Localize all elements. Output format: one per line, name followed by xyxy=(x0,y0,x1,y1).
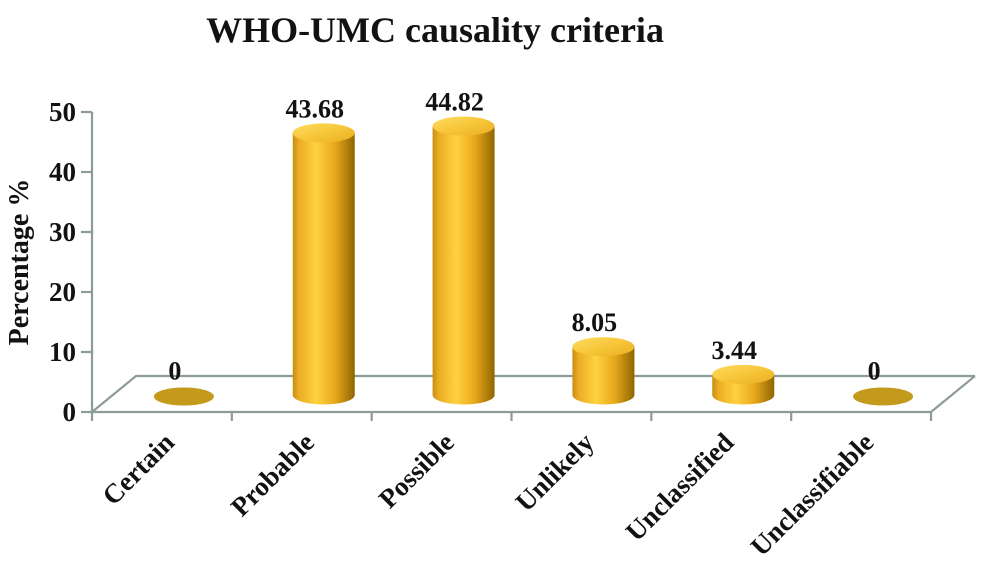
value-label-probable: 43.68 xyxy=(286,94,345,123)
bars-group xyxy=(153,116,914,406)
floor-outline xyxy=(91,374,976,414)
category-label-unclassified: Unclassified xyxy=(620,427,740,547)
bar-unclassified-top xyxy=(712,364,775,384)
value-label-possible: 44.82 xyxy=(425,88,484,117)
bar-probable-body xyxy=(292,132,355,405)
y-tick-label: 0 xyxy=(63,397,77,427)
bar-possible-top xyxy=(432,116,495,136)
value-label-unclassifiable: 0 xyxy=(868,357,881,386)
value-label-unclassified: 3.44 xyxy=(712,336,758,365)
y-tick-label: 40 xyxy=(49,157,76,187)
y-tick-label: 10 xyxy=(49,337,76,367)
value-label-unlikely: 8.05 xyxy=(572,308,618,337)
bar-unclassifiable-flat xyxy=(853,387,914,406)
bar-probable-top xyxy=(292,123,355,143)
category-label-probable: Probable xyxy=(225,427,320,522)
chart-title: WHO-UMC causality criteria xyxy=(206,10,664,50)
y-tick-label: 20 xyxy=(49,277,76,307)
bar-possible-body xyxy=(432,126,495,405)
category-label-possible: Possible xyxy=(373,427,460,514)
value-label-certain: 0 xyxy=(168,357,181,386)
bar-certain-flat xyxy=(153,387,214,406)
bar-unlikely-body xyxy=(572,346,635,405)
category-label-unclassifiable: Unclassifiable xyxy=(745,427,880,562)
y-axis-title: Percentage % xyxy=(4,179,35,346)
y-tick-label: 50 xyxy=(49,97,76,127)
category-label-certain: Certain xyxy=(96,427,180,511)
y-tick-label: 30 xyxy=(49,217,76,247)
category-label-unlikely: Unlikely xyxy=(509,427,600,518)
axes-and-floor xyxy=(81,110,976,421)
bar-unlikely-top xyxy=(572,337,635,357)
